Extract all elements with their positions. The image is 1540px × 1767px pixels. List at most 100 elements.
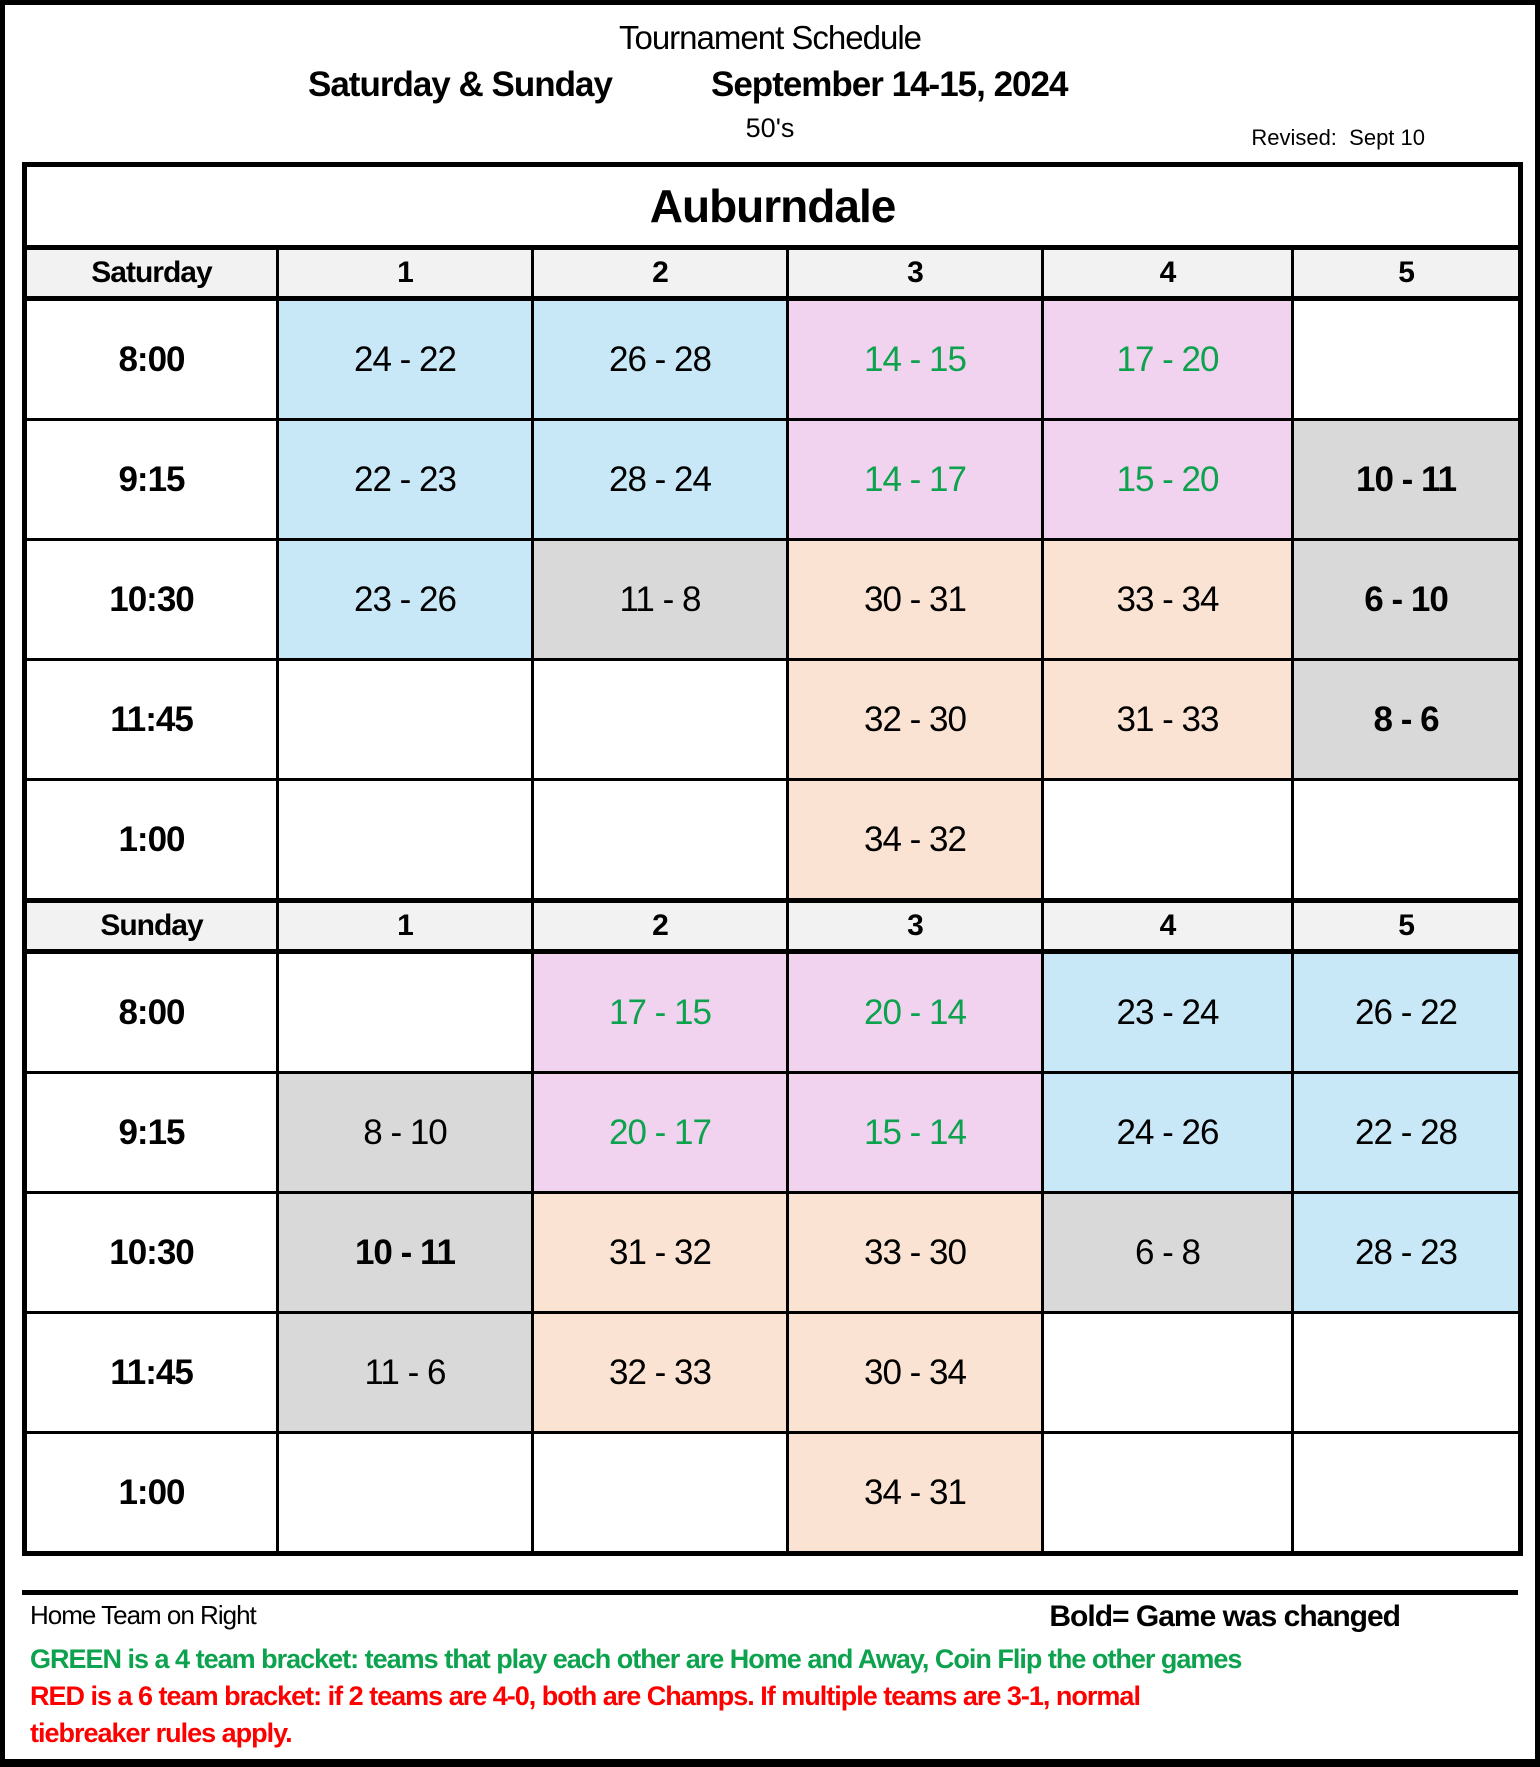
game-cell: 11 - 6 — [276, 1311, 534, 1434]
days-subtitle: Saturday & Sunday — [308, 65, 613, 104]
game-cell: 28 - 23 — [1290, 1191, 1523, 1314]
day-label-sunday: Sunday — [23, 898, 279, 954]
court-header-3: 3 — [786, 245, 1044, 301]
game-cell: 15 - 20 — [1041, 418, 1294, 541]
court-header-5: 5 — [1290, 898, 1523, 954]
game-cell: 14 - 15 — [786, 297, 1044, 421]
time-cell: 11:45 — [23, 658, 279, 781]
empty-cell — [276, 658, 534, 781]
page-footer: Home Team on Right Bold= Game was change… — [22, 1590, 1518, 1752]
game-cell: 11 - 8 — [531, 538, 789, 661]
game-cell: 28 - 24 — [531, 418, 789, 541]
schedule-row: 8:00 17 - 15 20 - 14 23 - 24 26 - 22 — [23, 950, 1523, 1074]
schedule-row: 1:00 34 - 31 — [23, 1431, 1523, 1555]
game-cell: 8 - 6 — [1290, 658, 1523, 781]
page-header: Tournament Schedule Saturday & Sunday Se… — [5, 5, 1535, 162]
game-cell: 31 - 33 — [1041, 658, 1294, 781]
game-cell: 23 - 26 — [276, 538, 534, 661]
court-header-3: 3 — [786, 898, 1044, 954]
game-cell: 22 - 28 — [1290, 1071, 1523, 1194]
date-subtitle: September 14-15, 2024 — [711, 65, 1068, 104]
game-cell: 20 - 14 — [786, 950, 1044, 1074]
game-cell: 14 - 17 — [786, 418, 1044, 541]
game-cell: 32 - 30 — [786, 658, 1044, 781]
game-cell: 33 - 34 — [1041, 538, 1294, 661]
empty-cell — [531, 778, 789, 902]
red-bracket-note-line1: RED is a 6 team bracket: if 2 teams are … — [30, 1681, 1141, 1711]
venue-name: Auburndale — [22, 163, 1523, 250]
time-cell: 9:15 — [23, 418, 279, 541]
game-cell: 8 - 10 — [276, 1071, 534, 1194]
time-cell: 8:00 — [23, 950, 279, 1074]
schedule-row: 11:45 11 - 6 32 - 33 30 - 34 — [23, 1311, 1523, 1434]
game-cell: 6 - 8 — [1041, 1191, 1294, 1314]
empty-cell — [1290, 297, 1523, 421]
game-cell: 22 - 23 — [276, 418, 534, 541]
game-cell: 34 - 32 — [786, 778, 1044, 902]
game-cell: 24 - 22 — [276, 297, 534, 421]
schedule-row: 10:30 10 - 11 31 - 32 33 - 30 6 - 8 28 - 23 — [23, 1191, 1523, 1314]
schedule-row: 1:00 34 - 32 — [23, 778, 1523, 902]
court-header-5: 5 — [1290, 245, 1523, 301]
day-label-saturday: Saturday — [23, 245, 279, 301]
game-cell: 24 - 26 — [1041, 1071, 1294, 1194]
court-header-2: 2 — [531, 898, 789, 954]
time-cell: 11:45 — [23, 1311, 279, 1434]
game-cell: 10 - 11 — [276, 1191, 534, 1314]
division-label: 50's — [745, 113, 795, 143]
empty-cell — [1290, 778, 1523, 902]
game-cell: 15 - 14 — [786, 1071, 1044, 1194]
red-bracket-note-line2: tiebreaker rules apply. — [30, 1718, 293, 1748]
empty-cell — [1041, 1311, 1294, 1434]
revised-date: Sept 10 — [1349, 125, 1425, 150]
time-cell: 10:30 — [23, 1191, 279, 1314]
empty-cell — [531, 1431, 789, 1555]
empty-cell — [1041, 1431, 1294, 1555]
game-cell: 31 - 32 — [531, 1191, 789, 1314]
game-cell: 33 - 30 — [786, 1191, 1044, 1314]
time-cell: 9:15 — [23, 1071, 279, 1194]
game-cell: 30 - 31 — [786, 538, 1044, 661]
time-cell: 10:30 — [23, 538, 279, 661]
bold-legend-note: Bold= Game was changed — [1049, 1600, 1401, 1633]
empty-cell — [1041, 778, 1294, 902]
court-header-4: 4 — [1041, 245, 1294, 301]
game-cell: 10 - 11 — [1290, 418, 1523, 541]
game-cell: 26 - 22 — [1290, 950, 1523, 1074]
footer-divider — [22, 1590, 1518, 1595]
home-team-note: Home Team on Right — [30, 1600, 257, 1630]
empty-cell — [1290, 1311, 1523, 1434]
schedule-row: 8:00 24 - 22 26 - 28 14 - 15 17 - 20 — [23, 297, 1523, 421]
game-cell: 20 - 17 — [531, 1071, 789, 1194]
game-cell: 30 - 34 — [786, 1311, 1044, 1434]
game-cell: 32 - 33 — [531, 1311, 789, 1434]
game-cell: 17 - 15 — [531, 950, 789, 1074]
revised-label: Revised: — [1251, 125, 1337, 150]
schedule-row: 9:15 8 - 10 20 - 17 15 - 14 24 - 26 22 - 28 — [23, 1071, 1523, 1194]
court-header-1: 1 — [276, 898, 534, 954]
game-cell: 6 - 10 — [1290, 538, 1523, 661]
time-cell: 8:00 — [23, 297, 279, 421]
game-cell: 26 - 28 — [531, 297, 789, 421]
court-header-2: 2 — [531, 245, 789, 301]
empty-cell — [276, 950, 534, 1074]
empty-cell — [276, 778, 534, 902]
schedule-row: 10:30 23 - 26 11 - 8 30 - 31 33 - 34 6 - 10 — [23, 538, 1523, 661]
court-header-1: 1 — [276, 245, 534, 301]
schedule-table: Auburndale Saturday 1 2 3 4 5 8:00 24 - 22 26 - 2… — [22, 162, 1524, 1556]
court-header-4: 4 — [1041, 898, 1294, 954]
game-cell: 23 - 24 — [1041, 950, 1294, 1074]
time-cell: 1:00 — [23, 1431, 279, 1555]
green-bracket-note: GREEN is a 4 team bracket: teams that pl… — [30, 1644, 1242, 1674]
page-title: Tournament Schedule — [618, 19, 922, 56]
time-cell: 1:00 — [23, 778, 279, 902]
empty-cell — [276, 1431, 534, 1555]
empty-cell — [531, 658, 789, 781]
game-cell: 34 - 31 — [786, 1431, 1044, 1555]
schedule-row: 9:15 22 - 23 28 - 24 14 - 17 15 - 20 10 - 11 — [23, 418, 1523, 541]
game-cell: 17 - 20 — [1041, 297, 1294, 421]
empty-cell — [1290, 1431, 1523, 1555]
schedule-row: 11:45 32 - 30 31 - 33 8 - 6 — [23, 658, 1523, 781]
revised-note: Revised: Sept 10 — [1251, 125, 1425, 151]
